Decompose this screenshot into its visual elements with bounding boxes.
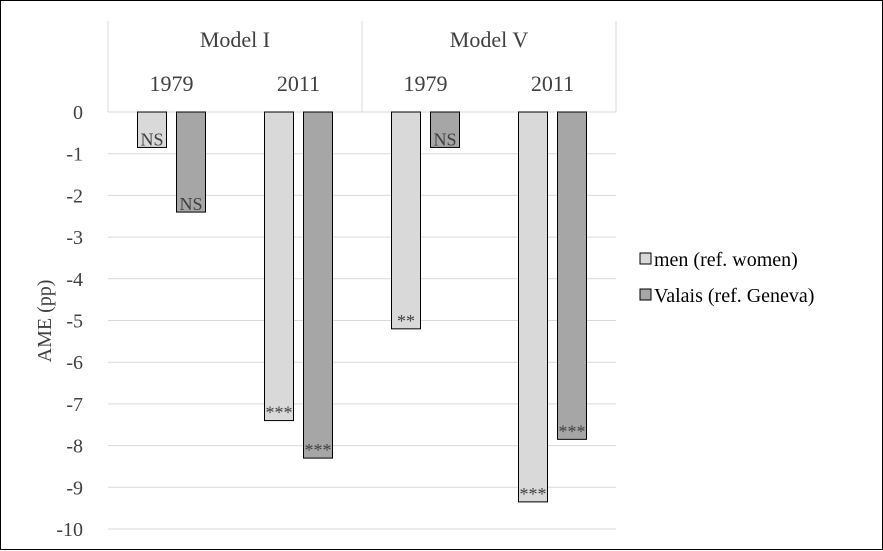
significance-label: *** [559,421,586,441]
significance-labels: NS********NS***NS*** [140,129,585,503]
significance-label: *** [520,484,547,504]
significance-label: *** [266,403,293,423]
y-tick-label: -10 [56,519,83,541]
category-label: 1979 [404,71,448,96]
legend-label: men (ref. women) [654,249,798,271]
significance-label: NS [179,194,202,214]
bar-men [264,111,294,422]
significance-label: ** [397,311,415,331]
y-tick-label: -1 [66,144,83,166]
bar-valais [557,111,587,440]
group-label: Model V [450,27,529,52]
bar-men [391,111,421,330]
y-tick-label: -6 [66,352,83,374]
y-tick-label: -4 [66,269,83,291]
y-axis-label: AME (pp) [34,280,56,363]
y-tick-label: -3 [66,227,83,249]
legend-label: Valais (ref. Geneva) [654,285,814,307]
y-tick-label: 0 [73,102,83,124]
y-tick-label: -2 [66,185,83,207]
bar-valais [176,111,206,213]
y-tick-label: -5 [66,311,83,333]
legend-swatch [639,288,652,301]
legend: men (ref. women) Valais (ref. Geneva) [639,249,814,307]
category-label: 2011 [531,71,574,96]
significance-label: NS [433,129,456,149]
significance-label: NS [140,129,163,149]
category-label: 2011 [277,71,320,96]
group-label: Model I [200,27,270,52]
bar-valais [303,111,333,459]
y-tick-label: -8 [66,436,83,458]
category-label: 1979 [150,71,194,96]
bar-men [137,111,167,148]
y-tick-label: -7 [66,394,83,416]
bar-men [518,111,548,503]
y-tick-label: -9 [66,477,83,499]
bars [137,111,587,503]
significance-label: *** [305,440,332,460]
bar-valais [430,111,460,148]
y-axis-ticks: 0 -1 -2 -3 -4 -5 -6 -7 -8 -9 -10 [56,102,83,541]
legend-swatch [639,252,652,265]
